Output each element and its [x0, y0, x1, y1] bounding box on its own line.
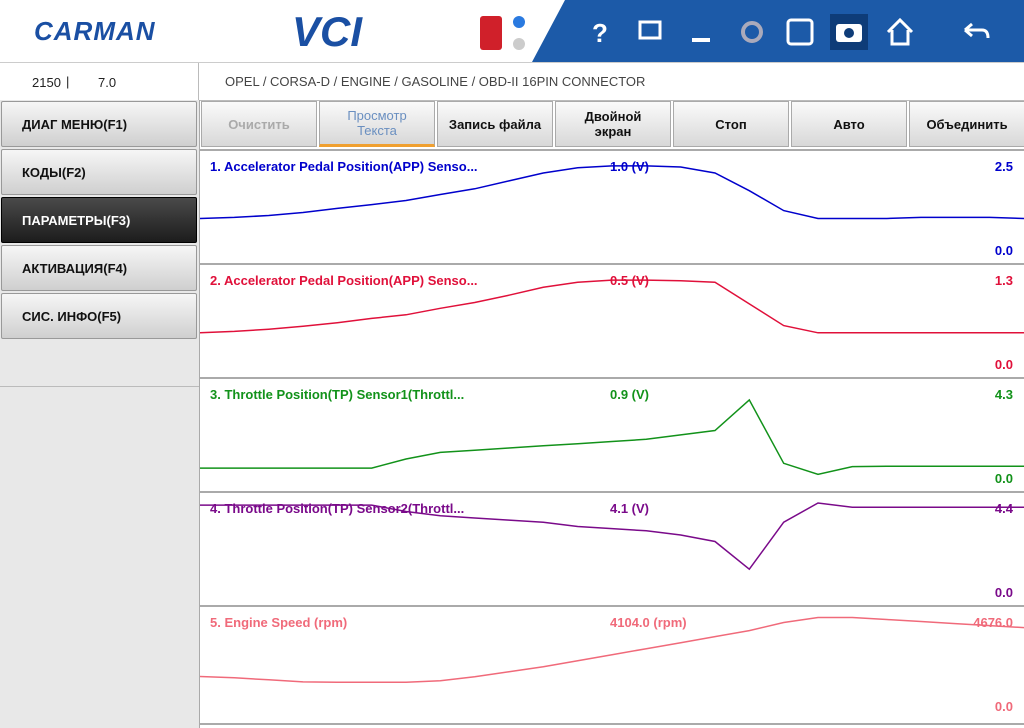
- help-button[interactable]: ?: [592, 18, 608, 48]
- param-value: 0.9 (V): [610, 387, 649, 402]
- status-right: 7.0: [98, 75, 117, 90]
- product-name: VCI: [292, 8, 363, 55]
- toolbar-button[interactable]: Стоп: [673, 101, 789, 147]
- min-label: 0.0: [995, 357, 1013, 372]
- home-button[interactable]: [886, 17, 914, 46]
- param-value: 4.1 (V): [610, 501, 649, 516]
- toolbar-button[interactable]: Объединить: [909, 101, 1024, 147]
- trace-line: [200, 502, 1024, 571]
- max-label: 4.3: [995, 387, 1013, 402]
- toolbar-button[interactable]: Авто: [791, 101, 907, 147]
- logo: CARMAN: [34, 16, 156, 46]
- menu-item[interactable]: ДИАГ МЕНЮ(F1): [1, 101, 197, 147]
- trace-line: [200, 616, 1024, 683]
- usb-icon: [480, 16, 502, 50]
- max-label: 1.3: [995, 273, 1013, 288]
- minimize-button[interactable]: [692, 38, 710, 42]
- toolbar-button[interactable]: Двойной экран: [555, 101, 671, 147]
- menu-item[interactable]: КОДЫ(F2): [1, 149, 197, 195]
- back-button[interactable]: [964, 22, 990, 39]
- toolbar-button[interactable]: Запись файла: [437, 101, 553, 147]
- min-label: 0.0: [995, 699, 1013, 714]
- settings-button[interactable]: [741, 21, 763, 43]
- param-value: 4104.0 (rpm): [610, 615, 687, 630]
- param-name: 5. Engine Speed (rpm): [210, 615, 347, 630]
- led: [513, 38, 525, 50]
- window-button[interactable]: [638, 20, 662, 40]
- max-label: 4676.0: [973, 615, 1013, 630]
- menu-item[interactable]: АКТИВАЦИЯ(F4): [1, 245, 197, 291]
- trace-line: [200, 279, 1024, 334]
- sidebar: ДИАГ МЕНЮ(F1) КОДЫ(F2) ПАРАМЕТРЫ(F3) АКТИВА…: [0, 100, 200, 728]
- breadcrumb: OPEL / CORSA-D / ENGINE / GASOLINE / OBD…: [225, 74, 646, 89]
- menu-item[interactable]: СИС. ИНФО(F5): [1, 293, 197, 339]
- trace-line: [200, 165, 1024, 220]
- min-label: 0.0: [995, 243, 1013, 258]
- min-label: 0.0: [995, 471, 1013, 486]
- separator: |: [66, 74, 70, 89]
- header: CARMAN VCI ?: [0, 0, 1024, 63]
- save-button[interactable]: [786, 18, 814, 46]
- menu-item[interactable]: ПАРАМЕТРЫ(F3): [1, 197, 197, 243]
- blue-bar: [532, 0, 1024, 62]
- toolbar-icons: ?: [480, 0, 1024, 62]
- param-name: 1. Accelerator Pedal Position(APP) Senso…: [210, 159, 478, 174]
- status-left: 2150: [32, 75, 61, 90]
- status-bar: 2150 | 7.0 OPEL / CORSA-D / ENGINE / GAS…: [0, 63, 1024, 101]
- toolbar-button: Очистить: [201, 101, 317, 147]
- trace-line: [200, 398, 1024, 476]
- param-name: 3. Throttle Position(TP) Sensor1(Throttl…: [210, 387, 464, 402]
- led: [513, 16, 525, 28]
- plots: 1. Accelerator Pedal Position(APP) Senso…: [200, 149, 1024, 725]
- param-name: 2. Accelerator Pedal Position(APP) Senso…: [210, 273, 478, 288]
- min-label: 0.0: [995, 585, 1013, 600]
- max-label: 4.4: [995, 501, 1014, 516]
- toolbar-button[interactable]: Просмотр Текста: [319, 101, 435, 147]
- max-label: 2.5: [995, 159, 1013, 174]
